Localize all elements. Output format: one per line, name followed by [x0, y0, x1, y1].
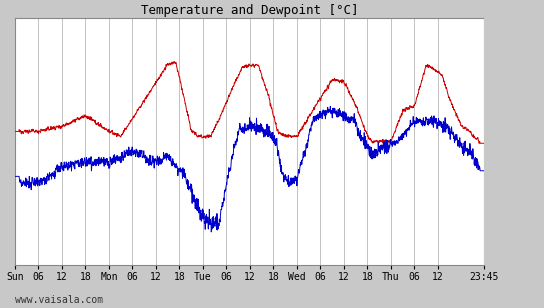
Text: www.vaisala.com: www.vaisala.com: [15, 295, 103, 305]
Title: Temperature and Dewpoint [°C]: Temperature and Dewpoint [°C]: [141, 4, 358, 17]
